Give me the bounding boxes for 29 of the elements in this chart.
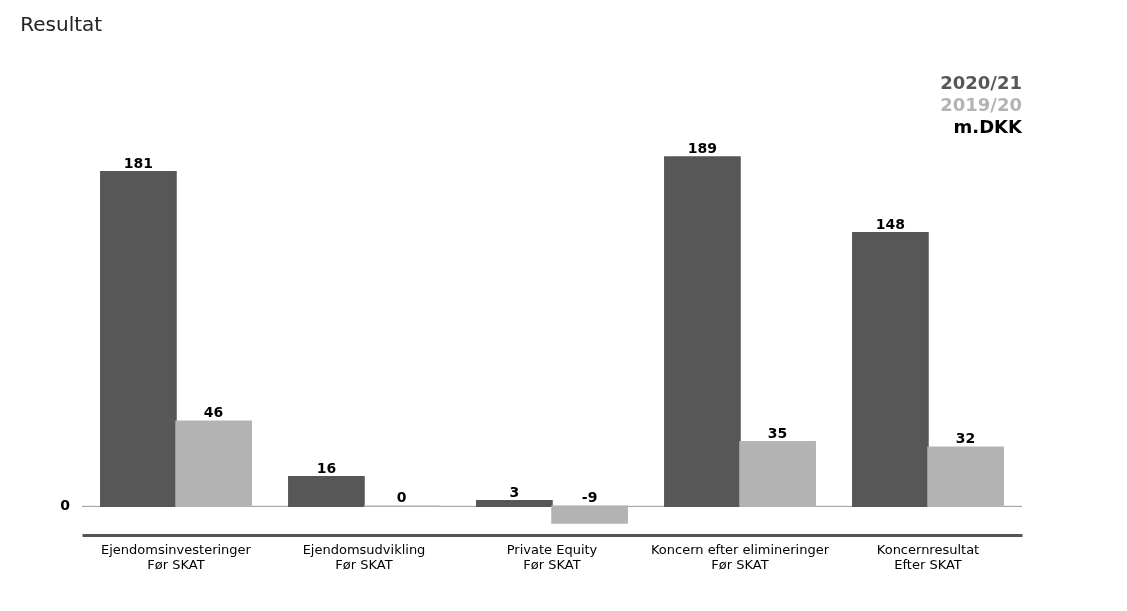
data-label: 32 — [955, 430, 976, 447]
bar — [664, 156, 741, 508]
bar — [551, 505, 628, 524]
data-label: -9 — [581, 489, 598, 506]
text: 0 — [60, 497, 71, 514]
bar — [739, 440, 816, 508]
data-label: 181 — [123, 154, 154, 171]
text: m.DKK — [953, 116, 1024, 137]
bar — [927, 446, 1004, 508]
data-label: 189 — [687, 140, 718, 156]
chart-title: Resultat — [20, 12, 103, 36]
bar — [852, 232, 929, 508]
bar — [175, 420, 252, 508]
data-label: 35 — [767, 424, 788, 441]
bar — [476, 500, 553, 508]
x-tick-label: Koncernresultat Efter SKAT — [876, 541, 980, 572]
data-label: 148 — [875, 215, 906, 232]
text: 2019/20 — [940, 94, 1022, 115]
data-label: 16 — [316, 459, 337, 476]
text: 2020/21 — [940, 72, 1022, 93]
data-label: 3 — [509, 483, 520, 500]
data-label: 46 — [203, 404, 224, 421]
x-tick-label: Ejendomsudvikling Før SKAT — [302, 541, 426, 572]
data-label: 0 — [396, 489, 407, 506]
x-tick-label: Private Equity Før SKAT — [506, 541, 598, 572]
x-tick-label: Ejendomsinvesteringer Før SKAT — [101, 541, 252, 572]
x-tick-label: Koncern efter elimineringer Før SKAT — [650, 541, 830, 572]
bar — [288, 476, 365, 508]
bar — [100, 171, 177, 508]
